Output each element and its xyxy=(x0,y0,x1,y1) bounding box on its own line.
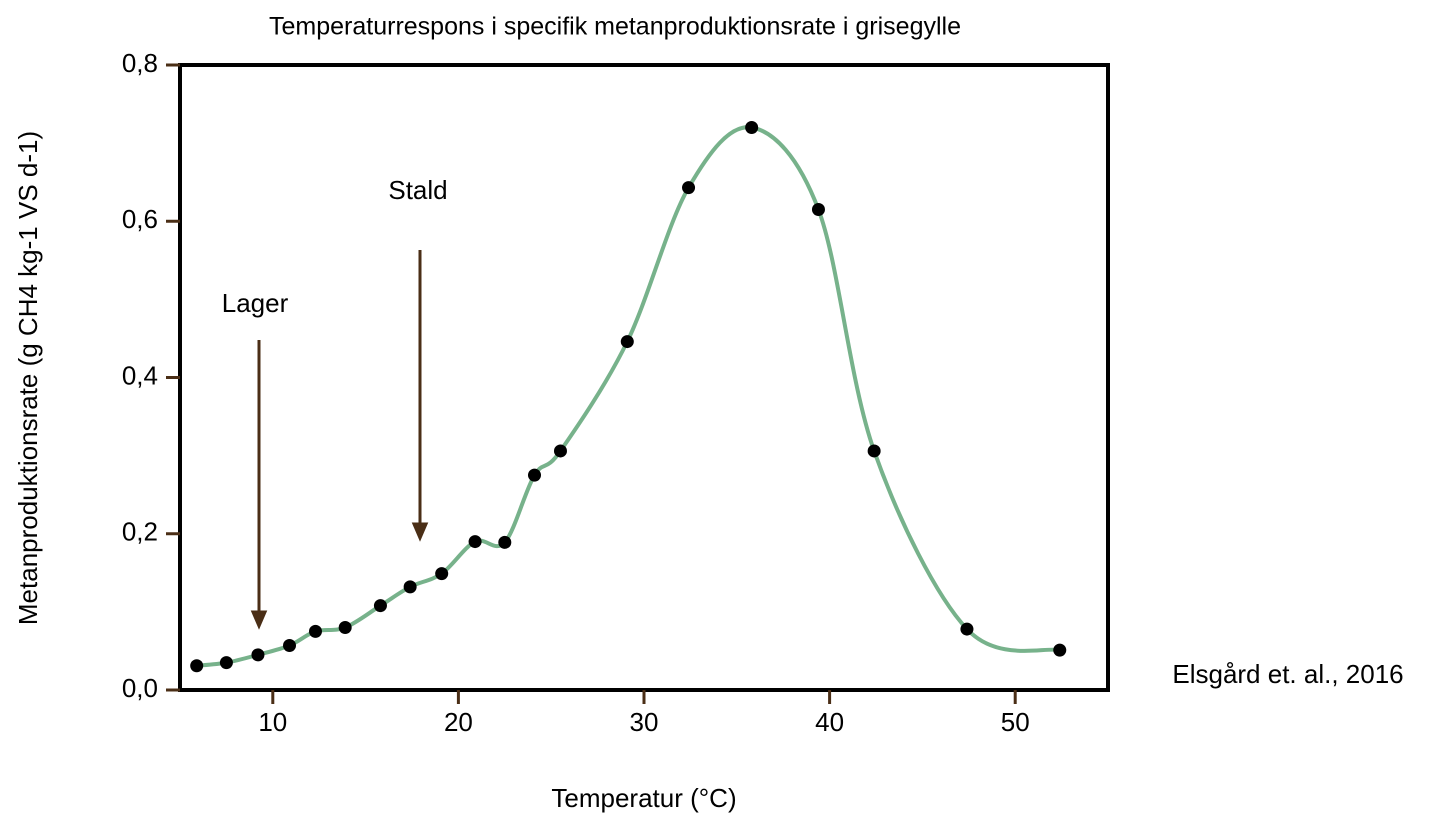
x-axis-label: Temperatur (°C) xyxy=(551,783,736,813)
plot-frame xyxy=(178,63,1110,692)
point xyxy=(403,580,417,594)
arrows xyxy=(250,250,429,630)
y-tick-label: 0,8 xyxy=(122,48,158,78)
point xyxy=(435,567,449,581)
point xyxy=(682,181,696,195)
point xyxy=(283,638,297,652)
point xyxy=(308,624,322,638)
point xyxy=(553,444,567,458)
y-tick-label: 0,2 xyxy=(122,517,158,547)
point xyxy=(527,468,541,482)
annotation: Stald xyxy=(388,175,447,205)
point xyxy=(811,203,825,217)
y-axis-label: Metanproduktionsrate (g CH4 kg-1 VS d-1) xyxy=(13,131,43,625)
point xyxy=(251,648,265,662)
point xyxy=(498,535,512,549)
y-tick-label: 0,0 xyxy=(122,673,158,703)
point xyxy=(219,656,233,670)
chart-title: Temperaturrespons i specifik metanproduk… xyxy=(269,13,961,41)
arrow-head xyxy=(250,610,268,630)
point xyxy=(373,599,387,613)
point xyxy=(620,335,634,349)
annotation: Lager xyxy=(222,288,289,318)
y-tick-label: 0,4 xyxy=(122,360,158,390)
x-tick-label: 20 xyxy=(444,707,473,737)
point xyxy=(468,535,482,549)
x-tick-label: 40 xyxy=(815,707,844,737)
x-tick-label: 30 xyxy=(630,707,659,737)
x-tick-label: 50 xyxy=(1001,707,1030,737)
x-tick-label: 10 xyxy=(258,707,287,737)
point xyxy=(338,621,352,634)
line xyxy=(196,125,1061,668)
arrow-head xyxy=(411,522,429,542)
source-note: Elsgård et. al., 2016 xyxy=(1172,659,1403,689)
y-tick-label: 0,6 xyxy=(122,204,158,234)
point xyxy=(867,444,881,458)
point xyxy=(1053,643,1067,657)
point xyxy=(960,622,974,636)
point xyxy=(190,659,204,673)
point xyxy=(745,121,759,134)
